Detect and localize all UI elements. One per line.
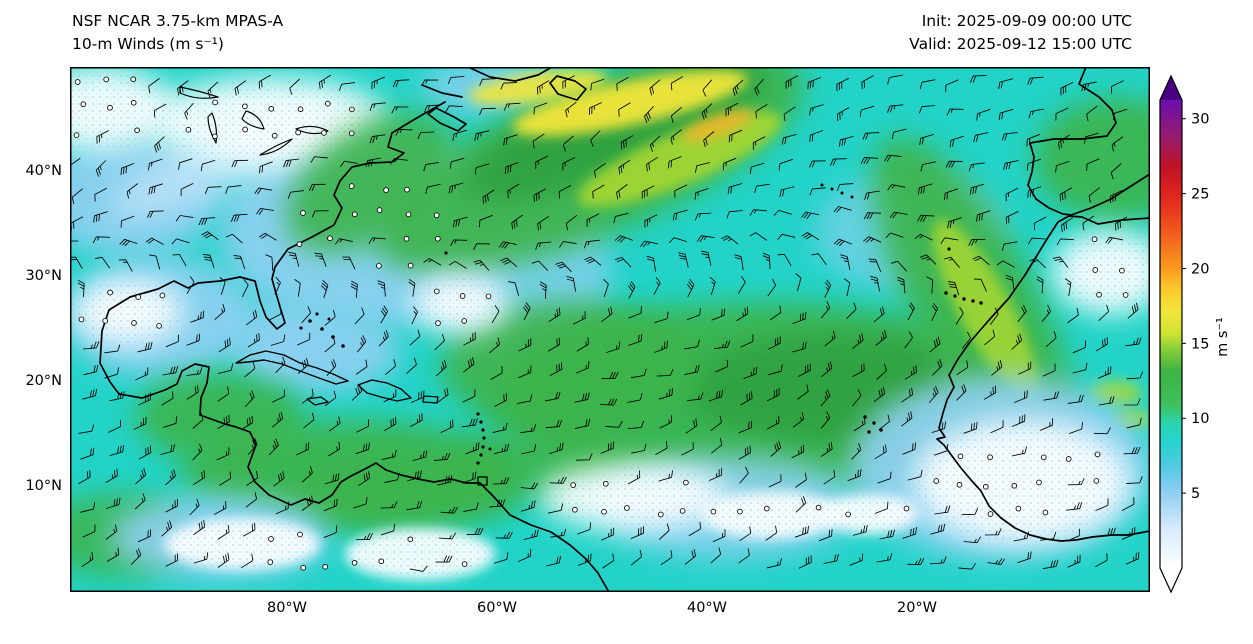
coastline-north-south-america <box>99 101 610 592</box>
svg-text:15: 15 <box>1191 336 1209 352</box>
valid-time: Valid: 2025-09-12 15:00 UTC <box>909 35 1132 53</box>
plot-subtitle: 10-m Winds (m s⁻¹) <box>72 35 224 53</box>
x-tick-label: 60°W <box>476 600 518 616</box>
coastline-puerto-rico <box>422 395 439 404</box>
svg-text:10: 10 <box>1191 411 1209 427</box>
colorbar-units-label: m s⁻¹ <box>1215 317 1231 357</box>
lake-michigan <box>207 112 218 144</box>
wind-map <box>70 67 1150 592</box>
wind-barbs-layer <box>70 74 1144 572</box>
wind-speed-field <box>70 67 1150 580</box>
coastline-newfoundland <box>549 75 587 101</box>
map-border <box>70 67 1150 592</box>
time-block: Init: 2025-09-09 00:00 UTC Valid: 2025-0… <box>909 10 1132 56</box>
svg-text:5: 5 <box>1191 486 1200 502</box>
svg-text:30: 30 <box>1191 112 1209 128</box>
svg-text:20: 20 <box>1191 261 1209 277</box>
lake-superior <box>179 86 219 99</box>
y-tick-label: 40°N <box>25 163 62 179</box>
init-time: Init: 2025-09-09 00:00 UTC <box>921 12 1132 30</box>
svg-text:25: 25 <box>1191 187 1209 203</box>
y-tick-label: 20°N <box>25 373 62 389</box>
plot-title: NSF NCAR 3.75-km MPAS-A <box>72 12 284 30</box>
coastline-iberia-france <box>1027 67 1150 216</box>
lake-huron <box>241 110 265 130</box>
coastline-st-lawrence-river <box>421 84 463 98</box>
y-tick-label: 10°N <box>25 478 62 494</box>
coastline-trinidad <box>477 476 488 486</box>
title-block: NSF NCAR 3.75-km MPAS-A 10-m Winds (m s⁻… <box>72 10 283 56</box>
coastline-jamaica <box>306 396 329 406</box>
coastline-hispaniola <box>357 379 412 402</box>
y-tick-label: 30°N <box>25 268 62 284</box>
lake-ontario <box>295 125 329 135</box>
x-tick-label: 20°W <box>896 600 938 616</box>
lake-erie <box>259 138 293 156</box>
colorbar: 5 10 15 20 25 30 <box>1159 74 1209 594</box>
coastline-nova-scotia <box>427 107 467 132</box>
x-tick-label: 80°W <box>266 600 308 616</box>
coastline-gulf-st-lawrence <box>467 67 553 82</box>
x-tick-label: 40°W <box>686 600 728 616</box>
coastline-cuba <box>235 350 349 385</box>
